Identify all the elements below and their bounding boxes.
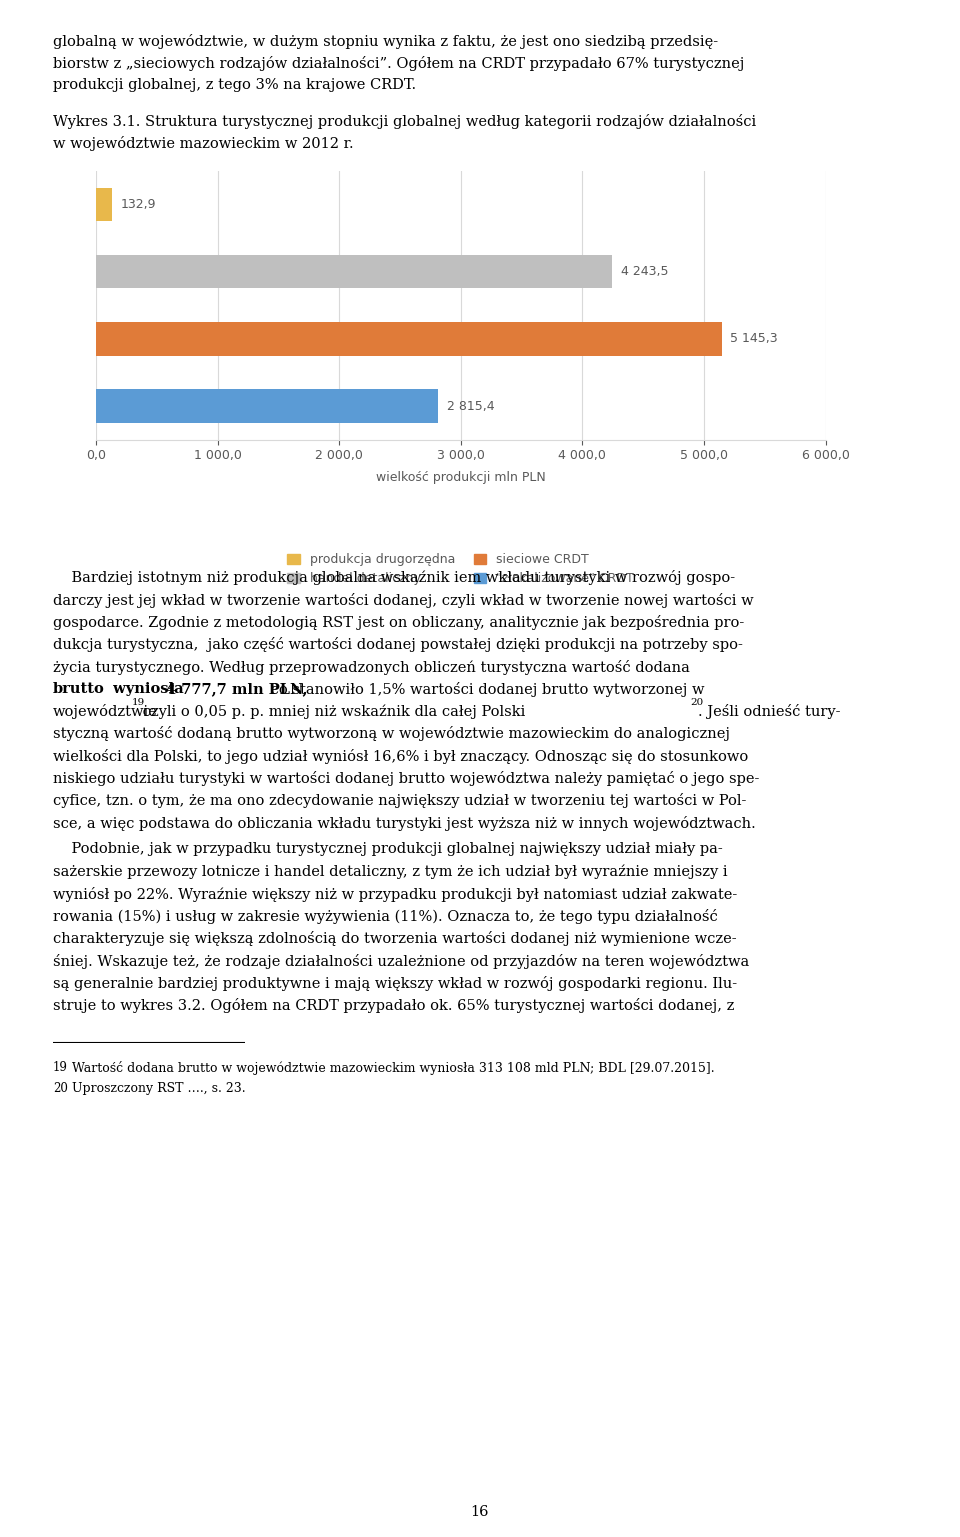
Text: 16: 16 bbox=[470, 1505, 490, 1519]
Text: 19: 19 bbox=[132, 698, 145, 707]
Text: Uproszczony RST …., s. 23.: Uproszczony RST …., s. 23. bbox=[68, 1082, 246, 1094]
Text: . Jeśli odnieść tury-: . Jeśli odnieść tury- bbox=[698, 704, 840, 719]
Text: wyniosła: wyniosła bbox=[108, 682, 189, 696]
Text: charakteryzuje się większą zdolnością do tworzenia wartości dodanej niż wymienio: charakteryzuje się większą zdolnością do… bbox=[53, 931, 736, 947]
Bar bbox=[96, 323, 722, 355]
Text: 20: 20 bbox=[690, 698, 704, 707]
Text: 4 777,7 mln PLN,: 4 777,7 mln PLN, bbox=[166, 682, 307, 696]
Text: 20: 20 bbox=[53, 1082, 67, 1094]
X-axis label: wielkość produkcji mln PLN: wielkość produkcji mln PLN bbox=[376, 470, 545, 484]
Bar bbox=[96, 389, 439, 423]
Bar bbox=[96, 188, 112, 221]
Text: śniej. Wskazuje też, że rodzaje działalności uzależnione od przyjazdów na teren : śniej. Wskazuje też, że rodzaje działaln… bbox=[53, 953, 749, 968]
Text: sce, a więc podstawa do obliczania wkładu turystyki jest wyższa niż w innych woj: sce, a więc podstawa do obliczania wkład… bbox=[53, 816, 756, 830]
Text: brutto: brutto bbox=[53, 682, 105, 696]
Text: Wykres 3.1. Struktura turystycznej produkcji globalnej według kategorii rodzajów: Wykres 3.1. Struktura turystycznej produ… bbox=[53, 114, 756, 129]
Text: 2 815,4: 2 815,4 bbox=[446, 400, 494, 412]
Text: 4 243,5: 4 243,5 bbox=[620, 264, 668, 278]
Text: 5 145,3: 5 145,3 bbox=[731, 332, 778, 346]
Text: życia turystycznego. Według przeprowadzonych obliczeń turystyczna wartość dodana: życia turystycznego. Według przeprowadzo… bbox=[53, 659, 694, 675]
Text: wielkości dla Polski, to jego udział wyniósł 16,6% i był znaczący. Odnosząc się : wielkości dla Polski, to jego udział wyn… bbox=[53, 749, 748, 764]
Text: rowania (15%) i usług w zakresie wyżywienia (11%). Oznacza to, że tego typu dzia: rowania (15%) i usług w zakresie wyżywie… bbox=[53, 908, 717, 924]
Text: biorstw z „sieciowych rodzajów działalności”. Ogółem na CRDT przypadało 67% tury: biorstw z „sieciowych rodzajów działalno… bbox=[53, 55, 744, 71]
Text: Wartość dodana brutto w województwie mazowieckim wyniosła 313 108 mld PLN; BDL [: Wartość dodana brutto w województwie maz… bbox=[68, 1061, 715, 1074]
Text: czyli o 0,05 p. p. mniej niż wskaźnik dla całej Polski: czyli o 0,05 p. p. mniej niż wskaźnik dl… bbox=[138, 704, 526, 719]
Text: Podobnie, jak w przypadku turystycznej produkcji globalnej największy udział mia: Podobnie, jak w przypadku turystycznej p… bbox=[53, 842, 723, 856]
Text: 132,9: 132,9 bbox=[121, 198, 156, 211]
Text: cyfice, tzn. o tym, że ma ono zdecydowanie największy udział w tworzeniu tej war: cyfice, tzn. o tym, że ma ono zdecydowan… bbox=[53, 793, 746, 808]
Text: wyniósł po 22%. Wyraźnie większy niż w przypadku produkcji był natomiast udział : wyniósł po 22%. Wyraźnie większy niż w p… bbox=[53, 887, 737, 902]
Text: gospodarce. Zgodnie z metodologią RST jest on obliczany, analitycznie jak bezpoś: gospodarce. Zgodnie z metodologią RST je… bbox=[53, 615, 744, 630]
Text: sażerskie przewozy lotnicze i handel detaliczny, z tym że ich udział był wyraźni: sażerskie przewozy lotnicze i handel det… bbox=[53, 864, 728, 879]
Legend: produkcja drugorzędna, handel detaliczny, sieciowe CRDT, "zlokalizowane" CRDT: produkcja drugorzędna, handel detaliczny… bbox=[282, 549, 639, 590]
Text: są generalnie bardziej produktywne i mają większy wkład w rozwój gospodarki regi: są generalnie bardziej produktywne i maj… bbox=[53, 976, 737, 991]
Text: województwie: województwie bbox=[53, 704, 157, 719]
Text: niskiego udziału turystyki w wartości dodanej brutto województwa należy pamiętać: niskiego udziału turystyki w wartości do… bbox=[53, 772, 759, 785]
Text: co stanowiło 1,5% wartości dodanej brutto wytworzonej w: co stanowiło 1,5% wartości dodanej brutt… bbox=[266, 682, 705, 696]
Text: dukcja turystyczna,  jako część wartości dodanej powstałej dzięki produkcji na p: dukcja turystyczna, jako część wartości … bbox=[53, 638, 743, 652]
Text: struje to wykres 3.2. Ogółem na CRDT przypadało ok. 65% turystycznej wartości do: struje to wykres 3.2. Ogółem na CRDT prz… bbox=[53, 998, 734, 1013]
Text: styczną wartość dodaną brutto wytworzoną w województwie mazowieckim do analogicz: styczną wartość dodaną brutto wytworzoną… bbox=[53, 727, 730, 741]
Text: globalną w województwie, w dużym stopniu wynika z faktu, że jest ono siedzibą pr: globalną w województwie, w dużym stopniu… bbox=[53, 34, 718, 49]
Text: w województwie mazowieckim w 2012 r.: w województwie mazowieckim w 2012 r. bbox=[53, 137, 353, 151]
Text: produkcji globalnej, z tego 3% na krajowe CRDT.: produkcji globalnej, z tego 3% na krajow… bbox=[53, 78, 416, 92]
Text: Bardziej istotnym niż produkcja globalna wskaźnik iem wkładu turystyki w rozwój : Bardziej istotnym niż produkcja globalna… bbox=[53, 570, 735, 586]
Text: darczy jest jej wkład w tworzenie wartości dodanej, czyli wkład w tworzenie nowe: darczy jest jej wkład w tworzenie wartoś… bbox=[53, 593, 754, 607]
Bar bbox=[96, 255, 612, 289]
Text: 19: 19 bbox=[53, 1061, 67, 1074]
